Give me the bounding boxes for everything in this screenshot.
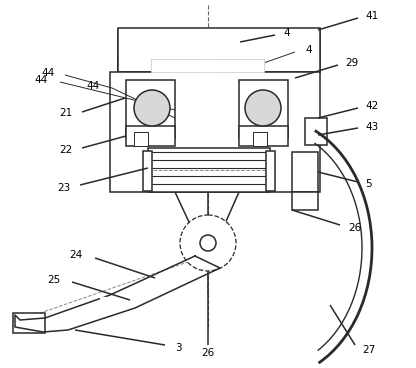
Bar xyxy=(305,118,327,145)
Circle shape xyxy=(245,90,281,126)
Bar xyxy=(292,152,318,192)
Polygon shape xyxy=(100,296,125,308)
Bar xyxy=(118,55,168,72)
Bar xyxy=(13,313,45,333)
Bar xyxy=(152,60,208,72)
Text: 4: 4 xyxy=(305,45,312,55)
Text: 22: 22 xyxy=(59,145,72,155)
Bar xyxy=(143,151,152,191)
Text: 24: 24 xyxy=(70,250,83,260)
Bar xyxy=(208,60,264,72)
Text: 5: 5 xyxy=(365,179,371,189)
Bar xyxy=(239,126,288,146)
Text: 44: 44 xyxy=(35,75,48,85)
Bar xyxy=(152,60,208,72)
Text: 41: 41 xyxy=(365,11,378,21)
Text: 26: 26 xyxy=(201,348,215,358)
Bar xyxy=(118,55,168,72)
Bar xyxy=(118,55,156,97)
Text: 29: 29 xyxy=(345,58,358,68)
Bar xyxy=(292,192,318,210)
Text: 3: 3 xyxy=(175,343,182,353)
Bar xyxy=(266,151,275,191)
Text: 4: 4 xyxy=(283,28,290,38)
Bar xyxy=(118,28,320,72)
Bar xyxy=(134,132,148,146)
Polygon shape xyxy=(15,256,220,332)
Circle shape xyxy=(200,235,216,251)
Text: 26: 26 xyxy=(348,223,361,233)
Bar xyxy=(126,126,175,146)
Text: 42: 42 xyxy=(365,101,378,111)
Text: 25: 25 xyxy=(47,275,60,285)
Text: 23: 23 xyxy=(57,183,70,193)
Bar xyxy=(126,80,175,138)
Bar xyxy=(110,72,320,192)
Text: 44: 44 xyxy=(87,81,100,91)
Circle shape xyxy=(180,215,236,271)
Text: 43: 43 xyxy=(365,122,378,132)
Bar xyxy=(148,148,270,192)
Bar xyxy=(239,80,288,138)
Bar xyxy=(253,132,267,146)
Bar xyxy=(208,60,264,72)
Bar xyxy=(118,30,320,72)
Bar xyxy=(192,228,224,258)
Text: 44: 44 xyxy=(42,68,55,78)
Circle shape xyxy=(134,90,170,126)
Text: 27: 27 xyxy=(362,345,375,355)
Text: 21: 21 xyxy=(59,108,72,118)
